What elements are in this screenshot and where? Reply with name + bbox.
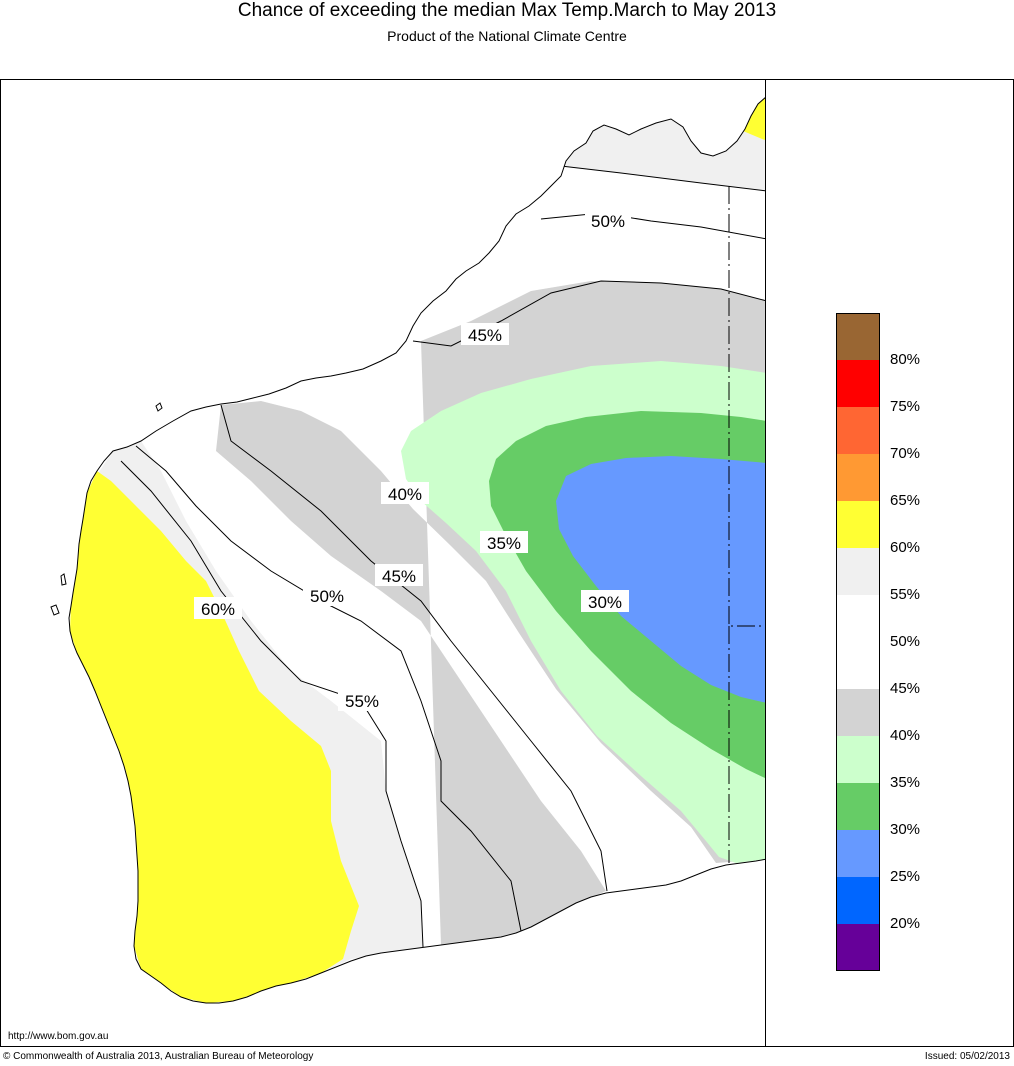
contour-label-55: 55% xyxy=(345,692,379,711)
issued-date: Issued: 05/02/2013 xyxy=(924,1051,1010,1062)
map-subtitle: Product of the National Climate Centre xyxy=(387,28,627,44)
island xyxy=(155,402,163,412)
legend-swatch xyxy=(836,501,880,548)
state-border xyxy=(728,186,765,627)
contour-label-north-45: 45% xyxy=(468,326,502,345)
island xyxy=(60,573,67,586)
legend-label: 60% xyxy=(890,539,921,556)
contour-label-north-50: 50% xyxy=(591,212,625,231)
source-url: http://www.bom.gov.au xyxy=(8,1031,109,1042)
legend-swatch xyxy=(836,548,880,595)
legend-label: 35% xyxy=(890,774,921,791)
legend-swatch xyxy=(836,595,880,642)
contour-label-60: 60% xyxy=(201,600,235,619)
legend-swatch xyxy=(836,830,880,877)
legend-swatch xyxy=(836,313,880,360)
legend-swatch xyxy=(836,360,880,407)
copyright-notice: © Commonwealth of Australia 2013, Austra… xyxy=(3,1051,314,1062)
legend-panel: 80% 75% 70% 65% 60% 55% 50% 45% 40% 35% 30% 25% 20% xyxy=(766,79,1014,1047)
island xyxy=(50,604,60,616)
legend-swatch xyxy=(836,924,880,971)
legend-label: 20% xyxy=(890,915,921,932)
legend-label: 50% xyxy=(890,633,921,650)
contour-fills xyxy=(69,96,765,1003)
legend-label: 70% xyxy=(890,445,921,462)
legend-label: 55% xyxy=(890,586,921,603)
contour-label-south-45: 45% xyxy=(382,567,416,586)
legend-label: 40% xyxy=(890,727,921,744)
contour-label-35: 35% xyxy=(487,534,521,553)
legend-swatch xyxy=(836,877,880,924)
contour-label-40: 40% xyxy=(388,485,422,504)
legend-label: 80% xyxy=(890,351,921,368)
map-title: Chance of exceeding the median Max Temp.… xyxy=(237,0,777,21)
legend-swatch xyxy=(836,689,880,736)
legend-swatch xyxy=(836,642,880,689)
contour-label-south-50: 50% xyxy=(310,587,344,606)
legend-label: 65% xyxy=(890,492,921,509)
legend-label: 25% xyxy=(890,868,921,885)
contour-label-30: 30% xyxy=(588,593,622,612)
map-panel: 50% 45% 40% 35% 30% 45% 50% 55% 60% xyxy=(0,79,766,1047)
legend-label: 75% xyxy=(890,398,921,415)
contour-lines xyxy=(120,165,765,948)
legend-label: 45% xyxy=(890,680,921,697)
coastline xyxy=(68,97,765,1004)
legend-swatch xyxy=(836,736,880,783)
contour-labels: 50% 45% 40% 35% 30% 45% 50% 55% 60% xyxy=(194,209,631,711)
legend-swatch xyxy=(836,783,880,830)
legend-swatch xyxy=(836,407,880,454)
legend-label: 30% xyxy=(890,821,921,838)
legend-swatch xyxy=(836,454,880,501)
wa-map: 50% 45% 40% 35% 30% 45% 50% 55% 60% xyxy=(50,96,765,1004)
